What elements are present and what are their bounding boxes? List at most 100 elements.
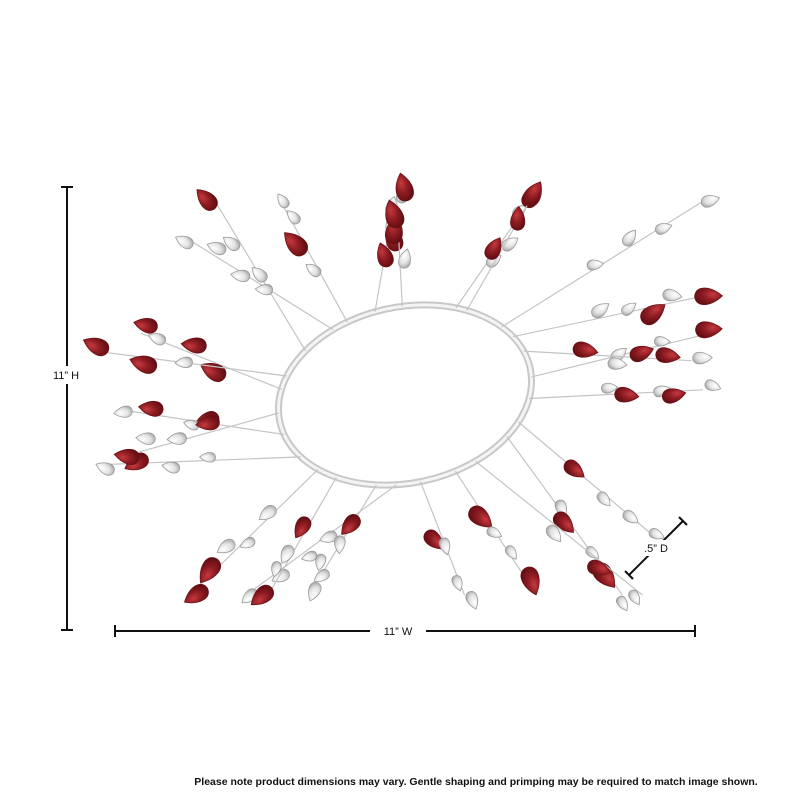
silver-gem	[280, 544, 295, 564]
red-gem	[572, 341, 599, 358]
silver-gem	[653, 336, 671, 347]
silver-gem	[505, 545, 517, 560]
wreath-ring-highlight	[276, 303, 534, 487]
wire	[125, 412, 279, 457]
silver-gem	[230, 269, 251, 283]
silver-gem	[206, 242, 227, 256]
red-gem	[113, 448, 140, 465]
silver-gem	[301, 550, 318, 562]
silver-gem	[586, 259, 605, 271]
red-gem	[180, 337, 207, 354]
wreath	[82, 172, 724, 612]
silver-gem	[438, 537, 451, 556]
red-gem	[284, 232, 309, 257]
silver-gem	[95, 462, 115, 476]
dimension-lines: 11” H 11” W .5” D	[44, 186, 696, 640]
silver-gem	[147, 333, 166, 346]
silver-gem	[621, 302, 637, 316]
red-gem	[468, 505, 493, 528]
silver-gem	[622, 509, 639, 524]
silver-gem	[628, 589, 641, 606]
red-gem	[695, 321, 723, 339]
silver-gem	[692, 351, 713, 365]
silver-gem	[135, 432, 156, 445]
silver-gem	[222, 236, 241, 252]
red-gem	[195, 415, 220, 431]
disclaimer: Please note product dimensions may vary.…	[194, 776, 758, 788]
red-gem	[662, 388, 687, 404]
silver-gem	[607, 357, 628, 370]
red-gem	[395, 172, 414, 202]
silver-gem	[286, 210, 301, 225]
red-gem	[129, 355, 158, 374]
silver-gem	[334, 535, 346, 555]
depth-cap	[624, 570, 634, 580]
red-gem	[341, 514, 361, 535]
silver-gem	[319, 530, 338, 543]
silver-gem	[655, 223, 673, 235]
label-bg	[44, 366, 90, 384]
wreath-ring	[274, 301, 536, 489]
silver-gem	[486, 526, 503, 538]
silver-gem	[258, 504, 277, 520]
red-gem	[82, 337, 110, 357]
silver-gem	[313, 568, 330, 582]
silver-gem	[305, 263, 322, 278]
label-bg	[370, 622, 426, 640]
red-gem	[522, 181, 542, 207]
silver-gem	[398, 248, 411, 269]
width-label: 11” W	[384, 626, 413, 638]
red-gem	[520, 566, 540, 596]
silver-gem	[591, 303, 610, 319]
red-gem	[484, 237, 502, 260]
wire	[475, 460, 643, 596]
wire	[182, 235, 334, 331]
red-gem	[510, 205, 526, 231]
silver-gem	[545, 524, 562, 543]
silver-gem	[271, 561, 282, 578]
silver-gem	[465, 591, 479, 610]
silver-gem	[216, 538, 236, 554]
red-gem	[629, 346, 654, 363]
silver-gem	[254, 283, 274, 296]
silver-gem	[501, 237, 519, 252]
silver-gem	[648, 528, 665, 540]
depth-cap	[678, 516, 688, 526]
depth-label: .5” D	[644, 543, 668, 555]
label-bg	[638, 540, 674, 556]
red-gem	[614, 387, 640, 403]
red-gem	[640, 304, 666, 326]
red-gem	[294, 516, 312, 539]
silver-gem	[166, 432, 187, 445]
red-gem	[137, 401, 164, 417]
silver-gem	[251, 267, 268, 283]
red-gem	[587, 559, 611, 576]
silver-gem	[315, 553, 327, 572]
red-gem	[183, 583, 209, 604]
silver-gem	[174, 356, 193, 368]
red-gem	[385, 199, 405, 229]
silver-gem	[239, 537, 256, 549]
silver-gem	[596, 491, 611, 507]
silver-gem	[308, 581, 322, 602]
red-gem	[199, 557, 222, 584]
silver-gem	[277, 193, 290, 209]
silver-gem	[700, 195, 721, 208]
wire	[99, 351, 287, 377]
red-gem	[694, 287, 724, 306]
silver-gem	[113, 405, 133, 418]
red-gem	[200, 363, 227, 382]
red-gem	[196, 189, 218, 211]
silver-gem	[601, 382, 619, 394]
red-gem	[563, 459, 585, 478]
silver-gem	[662, 288, 683, 302]
red-gem	[423, 529, 444, 550]
red-gem	[377, 242, 394, 268]
red-gem	[133, 318, 158, 334]
silver-gem	[616, 595, 628, 612]
silver-gem	[198, 452, 217, 463]
red-gem	[250, 584, 274, 606]
silver-gem	[704, 379, 722, 391]
wire	[512, 295, 706, 338]
